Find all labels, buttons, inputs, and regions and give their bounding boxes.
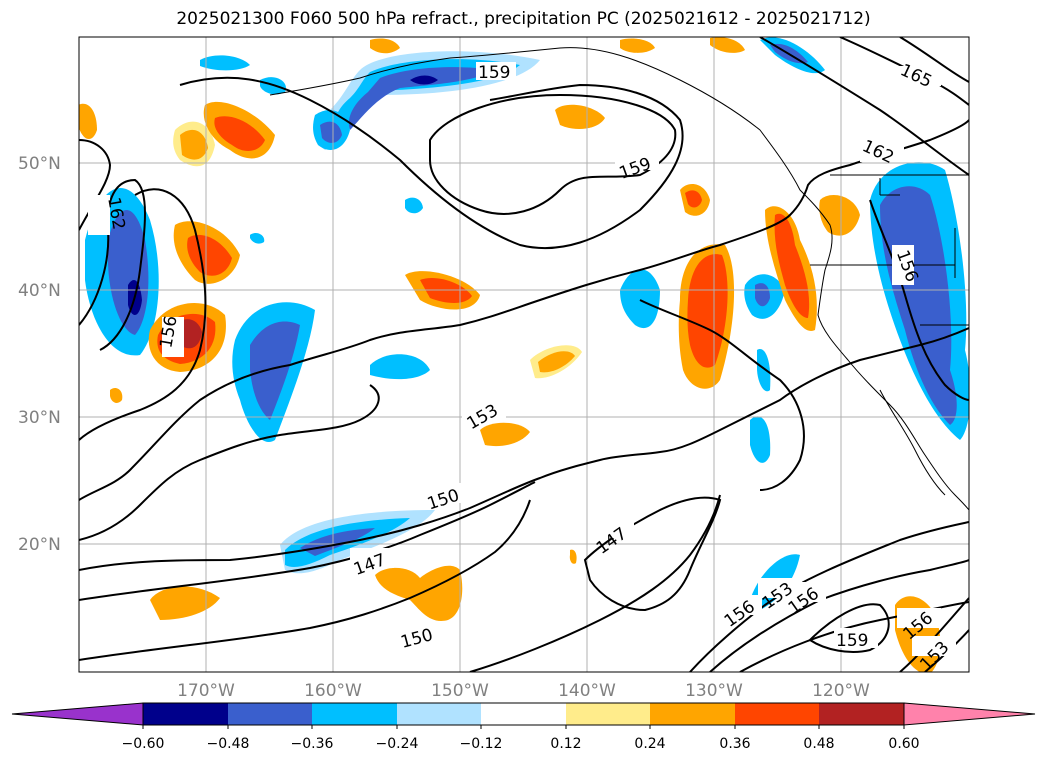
colorbar-segment	[397, 703, 481, 725]
lat-label-30n: 30°N	[18, 408, 61, 428]
lon-label-170w: 170°W	[177, 681, 235, 701]
contour-label-159-south: 159	[836, 631, 868, 651]
lon-label-150w: 150°W	[431, 681, 489, 701]
colorbar-tick-label: 0.36	[719, 736, 750, 752]
graticule	[79, 37, 969, 672]
colorbar-ticks	[142, 725, 905, 729]
lat-label-50n: 50°N	[18, 154, 61, 174]
map-plot-area: 159 165 162 159 162 156 156 153 150 147 …	[79, 37, 969, 672]
contour-label-159-north: 159	[478, 63, 510, 83]
colorbar-extend-low	[11, 702, 144, 726]
positive-anomaly-shading	[79, 37, 941, 672]
lon-label-160w: 160°W	[304, 681, 362, 701]
colorbar-tick-label: 0.48	[803, 736, 834, 752]
colorbar-segment	[312, 703, 397, 725]
map-frame	[78, 36, 970, 673]
lat-label-40n: 40°N	[18, 281, 61, 301]
contour-label-backgrounds	[88, 62, 956, 656]
colorbar-tick-label: −0.24	[376, 736, 419, 752]
lat-label-20n: 20°N	[18, 535, 61, 555]
colorbar-segment	[566, 703, 650, 725]
colorbar-tick-label: −0.12	[460, 736, 503, 752]
colorbar-segment	[228, 703, 312, 725]
colorbar-segment	[650, 703, 735, 725]
lon-label-130w: 130°W	[685, 681, 743, 701]
colorbar-segment	[819, 703, 904, 725]
coastlines	[269, 47, 969, 511]
colorbar-tick-label: −0.48	[207, 736, 250, 752]
colorbar-segment	[481, 703, 566, 725]
map-title: 2025021300 F060 500 hPa refract., precip…	[176, 9, 871, 29]
colorbar-tick-label: 0.12	[550, 736, 581, 752]
colorbar-extend-high	[903, 702, 1036, 726]
lon-label-120w: 120°W	[812, 681, 870, 701]
colorbar: −0.60 −0.48 −0.36 −0.24 −0.12 0.12 0.24 …	[11, 702, 1036, 752]
colorbar-tick-label: 0.24	[634, 736, 665, 752]
colorbar-tick-label: −0.36	[291, 736, 334, 752]
lon-label-140w: 140°W	[558, 681, 616, 701]
longitude-labels: 170°W 160°W 150°W 140°W 130°W 120°W	[177, 681, 870, 701]
height-contours	[79, 37, 969, 672]
colorbar-tick-label: 0.60	[888, 736, 919, 752]
colorbar-segment	[143, 703, 228, 725]
colorbar-tick-label: −0.60	[122, 736, 165, 752]
colorbar-tick-labels: −0.60 −0.48 −0.36 −0.24 −0.12 0.12 0.24 …	[122, 736, 920, 752]
colorbar-segment	[735, 703, 819, 725]
latitude-labels: 50°N 40°N 30°N 20°N	[18, 154, 61, 555]
